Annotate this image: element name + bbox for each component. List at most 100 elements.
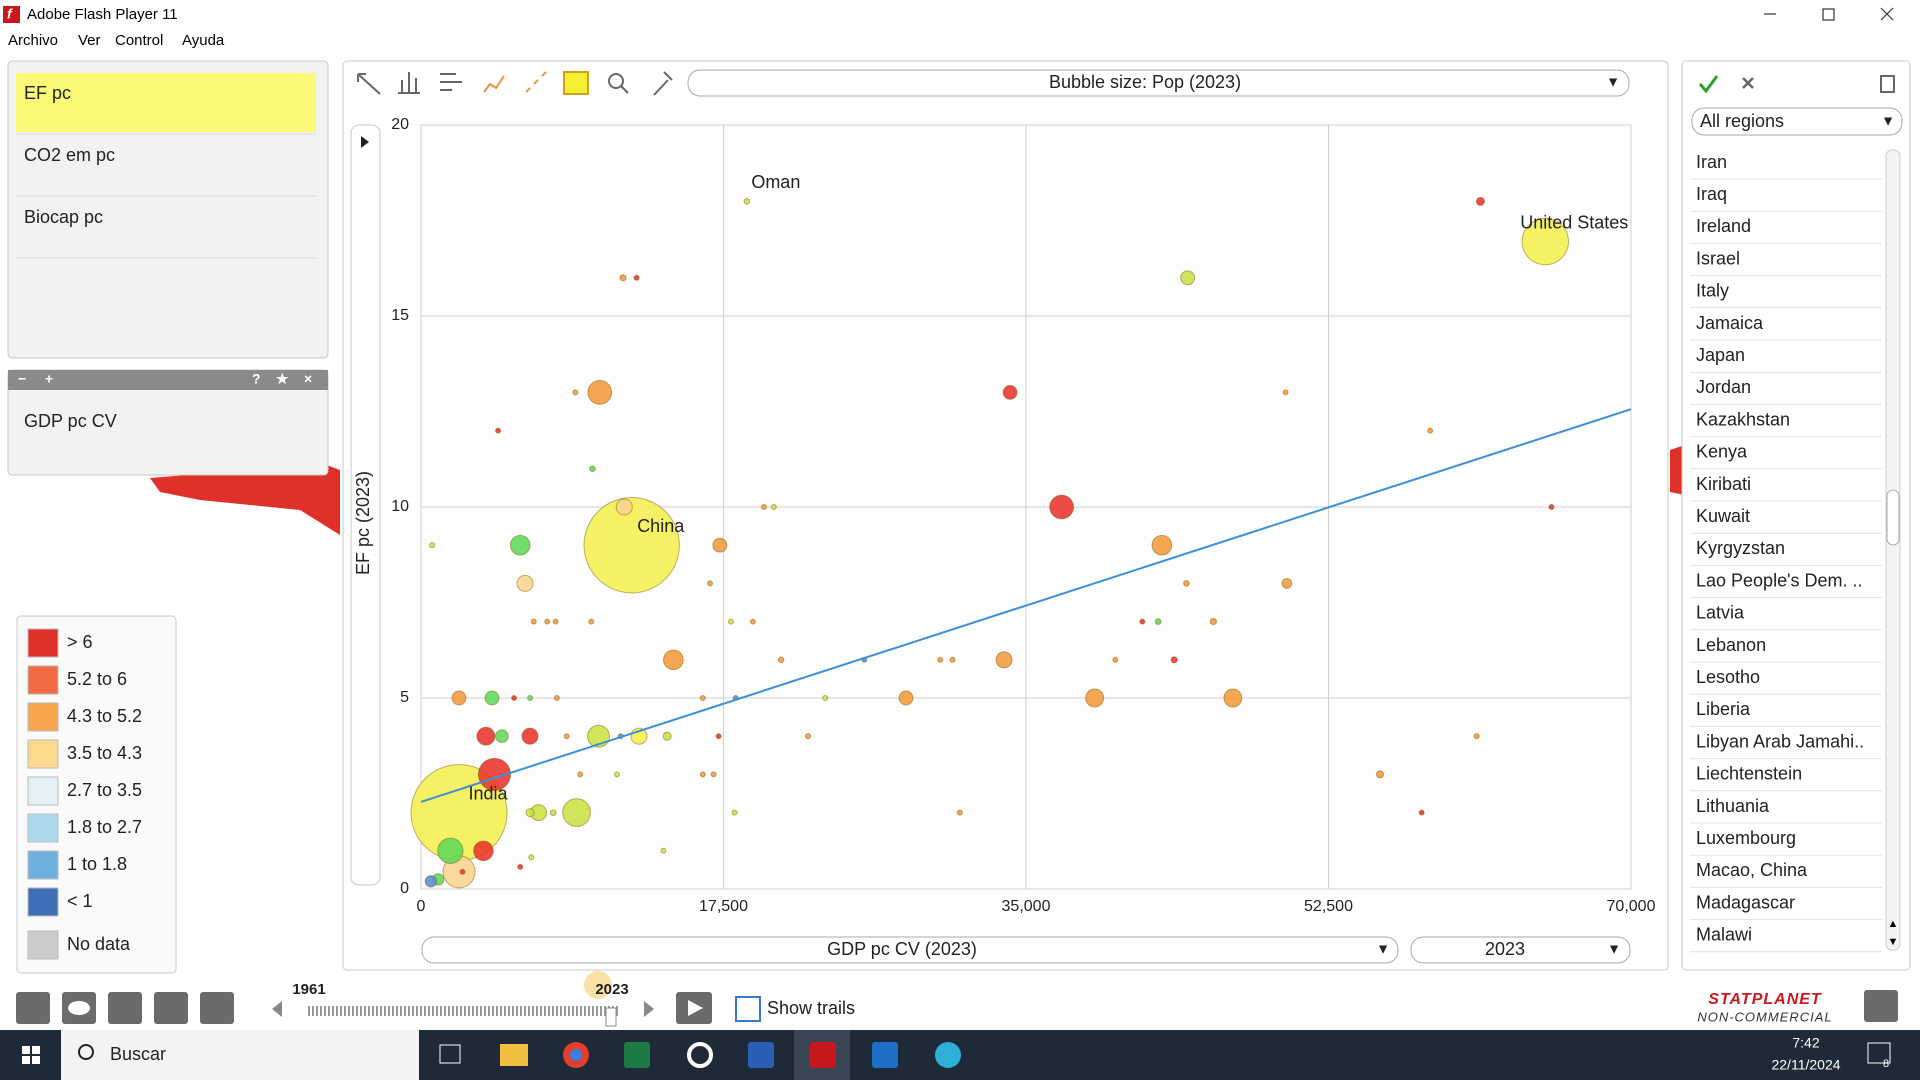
- bubble[interactable]: [563, 733, 570, 740]
- tool-search-handle[interactable]: [620, 85, 629, 94]
- bubble[interactable]: [660, 847, 667, 854]
- menu-item[interactable]: Control: [115, 32, 163, 49]
- region-item[interactable]: Kyrgyzstan: [1696, 538, 1785, 558]
- menu-item[interactable]: Ayuda: [182, 32, 225, 49]
- region-item[interactable]: Malawi: [1696, 925, 1752, 945]
- tool-bar-chart[interactable]: [398, 72, 420, 94]
- dropdown-arrow[interactable]: ▼: [1607, 941, 1621, 957]
- bubble[interactable]: [1548, 504, 1555, 510]
- bubble[interactable]: [429, 542, 436, 549]
- region-item[interactable]: Italy: [1696, 281, 1729, 301]
- bubble[interactable]: [511, 695, 518, 701]
- bubble[interactable]: [477, 757, 512, 791]
- bubble[interactable]: [1521, 217, 1570, 266]
- bubble[interactable]: [484, 690, 500, 706]
- tool-hbar[interactable]: [440, 73, 462, 91]
- dropdown-arrow[interactable]: ▼: [1881, 113, 1895, 129]
- restore[interactable]: [1822, 8, 1835, 21]
- bubble[interactable]: [760, 503, 767, 511]
- tool-scatter[interactable]: [525, 71, 547, 93]
- region-filter[interactable]: All regions: [1700, 111, 1784, 131]
- dropdown-arrow[interactable]: ▼: [1606, 74, 1620, 90]
- app-excel[interactable]: [624, 1042, 650, 1068]
- region-item[interactable]: Liechtenstein: [1696, 764, 1802, 784]
- tool-settings[interactable]: [653, 71, 673, 96]
- region-item[interactable]: Jamaica: [1696, 313, 1764, 333]
- bubble[interactable]: [619, 274, 627, 282]
- bubble[interactable]: [614, 771, 621, 778]
- scroll-up[interactable]: ▲: [1888, 918, 1899, 930]
- indicator-item[interactable]: EF pc: [24, 83, 71, 103]
- bubble[interactable]: [710, 771, 717, 778]
- bubble[interactable]: [1151, 534, 1173, 556]
- notes-button[interactable]: [200, 992, 234, 1024]
- bubble[interactable]: [577, 771, 584, 778]
- show-trails-label[interactable]: Show trails: [767, 998, 855, 1018]
- scrollbar[interactable]: [1885, 149, 1901, 951]
- scroll-down[interactable]: ▼: [1888, 936, 1899, 948]
- dropdown-arrow[interactable]: ▼: [1376, 941, 1390, 957]
- timeline-track[interactable]: [308, 1006, 618, 1016]
- bubble[interactable]: [727, 618, 734, 625]
- region-item[interactable]: Latvia: [1696, 603, 1745, 623]
- clear-all[interactable]: [1742, 77, 1754, 89]
- fullscreen-button[interactable]: [16, 992, 50, 1024]
- bubble[interactable]: [552, 618, 559, 625]
- region-item[interactable]: Iraq: [1696, 184, 1727, 204]
- bubble[interactable]: [1223, 688, 1243, 708]
- bubble[interactable]: [553, 695, 560, 701]
- bubble[interactable]: [544, 618, 551, 625]
- region-item[interactable]: Jordan: [1696, 377, 1751, 397]
- task-view[interactable]: [439, 1044, 461, 1064]
- bubble[interactable]: [663, 649, 684, 671]
- region-dropdown[interactable]: [1691, 107, 1903, 136]
- icon-minus[interactable]: −: [18, 371, 26, 387]
- bubble[interactable]: [1154, 618, 1162, 625]
- icon-help[interactable]: ?: [252, 371, 261, 387]
- notification-center[interactable]: [1867, 1042, 1891, 1064]
- region-item[interactable]: Liberia: [1696, 699, 1751, 719]
- bubble[interactable]: [473, 840, 494, 862]
- bubble[interactable]: [995, 651, 1013, 669]
- app-word[interactable]: [748, 1042, 774, 1068]
- step-forward[interactable]: [644, 1001, 654, 1017]
- bubble[interactable]: [562, 798, 591, 828]
- region-item[interactable]: Kuwait: [1696, 506, 1750, 526]
- app-flash[interactable]: [810, 1042, 836, 1068]
- bubble[interactable]: [549, 809, 557, 816]
- bubble[interactable]: [572, 389, 579, 396]
- indicator-item[interactable]: CO2 em pc: [24, 145, 115, 165]
- tool-zoom[interactable]: [357, 73, 381, 95]
- bubble[interactable]: [527, 695, 534, 701]
- bubble[interactable]: [476, 726, 496, 746]
- bubble[interactable]: [743, 198, 751, 205]
- x-variable-dropdown[interactable]: [421, 936, 1399, 964]
- bubble[interactable]: [587, 379, 613, 405]
- menu-item[interactable]: Ver: [78, 32, 101, 49]
- indicator-item[interactable]: Biocap pc: [24, 207, 103, 227]
- start-button[interactable]: [22, 1046, 40, 1064]
- region-item[interactable]: Libyan Arab Jamahi..: [1696, 731, 1864, 751]
- tool-bubble[interactable]: [563, 71, 589, 95]
- bubble[interactable]: [1180, 270, 1196, 286]
- region-item[interactable]: Kazakhstan: [1696, 409, 1790, 429]
- bubble[interactable]: [451, 690, 467, 706]
- bubble[interactable]: [633, 274, 640, 281]
- tool-line[interactable]: [483, 75, 505, 93]
- app-edge[interactable]: [935, 1042, 961, 1068]
- timeline-handle[interactable]: [605, 1007, 617, 1027]
- x-variable-label[interactable]: GDP pc CV (2023): [827, 939, 977, 959]
- bubble[interactable]: [1085, 688, 1105, 708]
- region-item[interactable]: Madagascar: [1696, 892, 1795, 912]
- region-item[interactable]: Lao People's Dem. ..: [1696, 570, 1863, 590]
- bubble[interactable]: [528, 854, 535, 861]
- bubble[interactable]: [956, 809, 963, 816]
- icon-plus[interactable]: +: [45, 371, 53, 387]
- search-placeholder[interactable]: Buscar: [110, 1044, 166, 1064]
- year-dropdown[interactable]: [1410, 936, 1631, 964]
- bubble[interactable]: [1475, 196, 1485, 206]
- bubble[interactable]: [949, 656, 956, 663]
- region-item[interactable]: Iran: [1696, 152, 1727, 172]
- bubble[interactable]: [517, 863, 524, 870]
- bubble[interactable]: [715, 733, 722, 740]
